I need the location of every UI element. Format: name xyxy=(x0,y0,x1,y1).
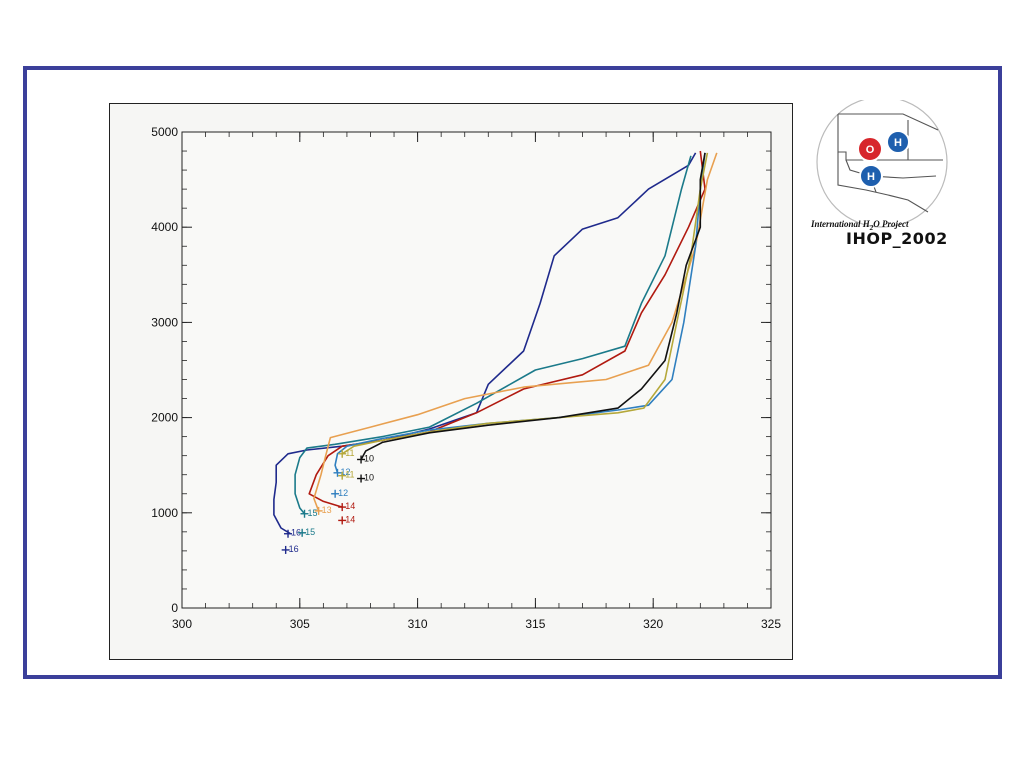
series-label-16: 16 xyxy=(289,544,299,554)
chart-panel: 300 305 310 315 320 325 0 1000 2000 3000 4000 5000 1… xyxy=(109,103,793,660)
x-tick-label: 315 xyxy=(525,617,545,631)
series-label-12: 12 xyxy=(340,467,350,477)
x-tick-label: 325 xyxy=(761,617,781,631)
hydrogen-atom-label: H xyxy=(894,137,902,149)
logo-caption: International H2O Project xyxy=(811,219,909,232)
series-label-13: 13 xyxy=(322,505,332,515)
hydrogen-atom-icon xyxy=(859,164,883,188)
oxygen-atom-label: O xyxy=(866,144,875,156)
series-line-14 xyxy=(308,150,706,508)
series-label-14: 14 xyxy=(345,514,355,524)
oxygen-atom-icon xyxy=(857,136,883,162)
chart: 300 305 310 315 320 325 0 1000 2000 3000 4000 5000 1… xyxy=(151,125,781,631)
series-label-15: 15 xyxy=(308,508,318,518)
plot-area xyxy=(181,131,772,609)
series-label-11: 11 xyxy=(345,470,354,480)
series-label-11: 11 xyxy=(345,448,354,458)
y-tick-label: 4000 xyxy=(151,220,178,234)
series-label-10: 10 xyxy=(364,453,374,463)
y-tick-label: 0 xyxy=(171,601,178,615)
series-label-16: 16 xyxy=(291,528,301,538)
series-label-15: 15 xyxy=(305,527,315,537)
series-line-16 xyxy=(273,152,697,535)
logo-title: IHOP_2002 xyxy=(846,229,948,248)
logo-map-outline-icon xyxy=(837,113,943,213)
series-line-15 xyxy=(294,155,692,515)
y-tick-label: 5000 xyxy=(151,125,178,139)
y-tick-label: 1000 xyxy=(151,506,178,520)
series-line-10 xyxy=(360,152,706,460)
logo-globe-icon xyxy=(816,100,948,228)
x-tick-label: 300 xyxy=(172,617,192,631)
y-tick-label: 2000 xyxy=(151,411,178,425)
y-tick-label: 3000 xyxy=(151,315,178,329)
series-line-11 xyxy=(341,152,709,455)
x-tick-label: 320 xyxy=(643,617,663,631)
series-label-12: 12 xyxy=(338,488,348,498)
x-tick-label: 310 xyxy=(408,617,428,631)
x-tick-label: 305 xyxy=(290,617,310,631)
hydrogen-atom-icon xyxy=(886,130,910,154)
series-label-10: 10 xyxy=(364,473,374,483)
ihop-logo: O H H xyxy=(816,100,948,228)
series-label-14: 14 xyxy=(345,501,355,511)
hydrogen-atom-label: H xyxy=(867,171,875,183)
